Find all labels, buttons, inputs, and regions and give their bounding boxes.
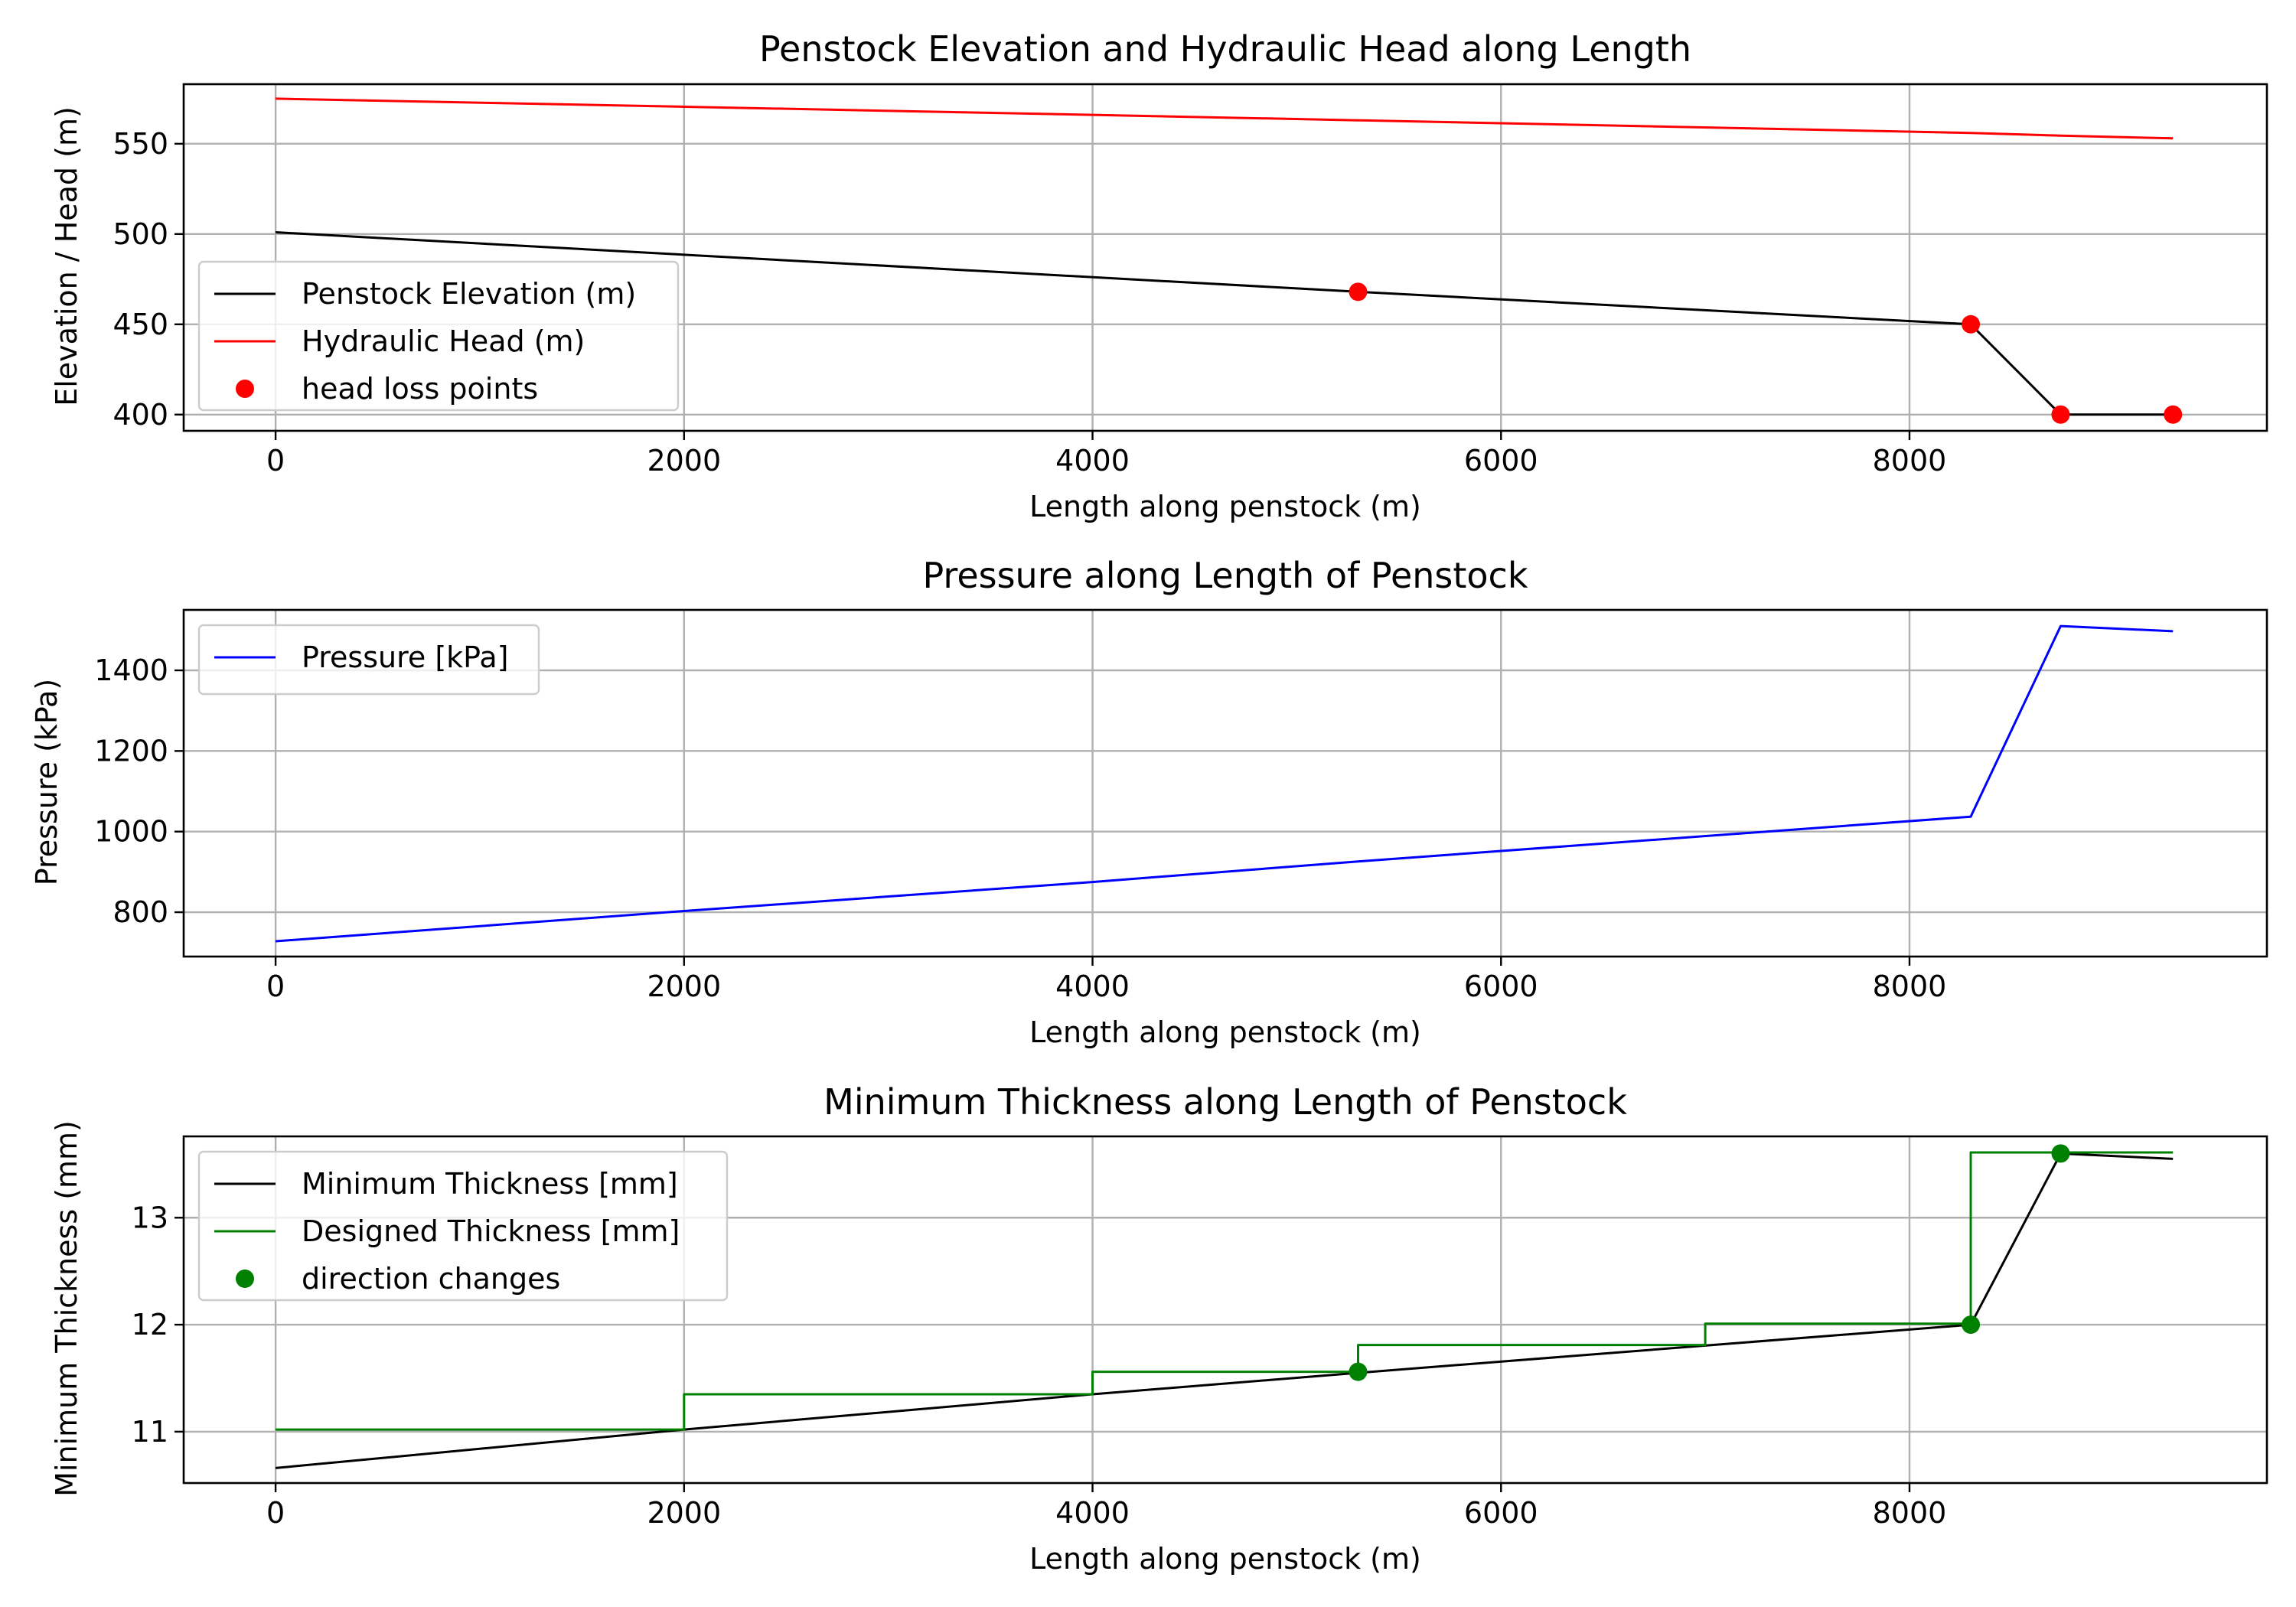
- head-loss-points-marker: [2164, 405, 2183, 424]
- legend-label: head loss points: [302, 372, 538, 406]
- legend-label: Penstock Elevation (m): [302, 277, 636, 311]
- head-loss-points-marker: [2051, 405, 2070, 424]
- direction-changes-marker: [2051, 1144, 2070, 1163]
- legend: Penstock Elevation (m) Hydraulic Head (m)…: [197, 260, 680, 412]
- legend-label: Minimum Thickness [mm]: [302, 1167, 678, 1201]
- x-tick-label: 4000: [1055, 970, 1130, 1003]
- x-tick-label: 2000: [647, 970, 721, 1003]
- legend: Minimum Thickness [mm] Designed Thickness…: [197, 1150, 729, 1302]
- head-loss-points-marker: [1962, 315, 1981, 334]
- axes-frame: [182, 1135, 2268, 1485]
- x-tick-label: 6000: [1464, 1496, 1538, 1530]
- y-tick-label: 550: [113, 127, 168, 161]
- legend-label: direction changes: [302, 1262, 560, 1296]
- x-axis-label: Length along penstock (m): [1029, 1015, 1421, 1049]
- plot-area: 0 2000 4000 6000 8000 11 12 13 Minimum Thickness…: [132, 1135, 2268, 1530]
- y-tick-label: 400: [113, 398, 168, 432]
- series-layer: [275, 624, 2174, 943]
- legend: Pressure [kPa]: [197, 624, 540, 696]
- head-loss-points-marker: [1349, 282, 1368, 302]
- x-tick-label: 6000: [1464, 970, 1538, 1003]
- series-layer: [276, 97, 2183, 424]
- y-tick-label: 800: [113, 895, 168, 929]
- y-tick-label: 1400: [94, 654, 168, 687]
- y-axis-label: Minimum Thickness (mm): [50, 1120, 83, 1497]
- legend-label: Pressure [kPa]: [302, 641, 509, 674]
- x-tick-label: 0: [266, 970, 285, 1003]
- legend-box: [197, 1150, 729, 1302]
- x-tick-label: 2000: [647, 444, 721, 478]
- x-axis-label: Length along penstock (m): [1029, 490, 1421, 523]
- designed-thickness-mm-line: [276, 1151, 2174, 1431]
- x-tick-label: 0: [266, 444, 285, 478]
- legend-label: Designed Thickness [mm]: [302, 1214, 680, 1248]
- chart-title: Minimum Thickness along Length of Pensto…: [823, 1081, 1627, 1123]
- series-layer: [275, 1144, 2174, 1469]
- x-tick-label: 0: [266, 1496, 285, 1530]
- x-tick-label: 2000: [647, 1496, 721, 1530]
- y-tick-label: 450: [113, 308, 168, 341]
- x-tick-label: 8000: [1873, 444, 1947, 478]
- legend-box: [197, 624, 540, 696]
- y-axis-label: Pressure (kPa): [30, 679, 64, 886]
- plot-area: 0 2000 4000 6000 8000 400 450 500 550 Penstock El…: [113, 83, 2268, 478]
- y-tick-label: 11: [132, 1415, 168, 1449]
- y-axis-label: Elevation / Head (m): [50, 106, 83, 406]
- axes-frame: [182, 608, 2268, 958]
- y-tick-label: 13: [132, 1201, 168, 1234]
- x-axis-label: Length along penstock (m): [1029, 1542, 1421, 1576]
- legend-swatch-head-loss-points: [236, 380, 254, 398]
- y-tick-label: 1200: [94, 734, 168, 768]
- x-tick-label: 8000: [1873, 1496, 1947, 1530]
- axes-frame: [182, 83, 2268, 432]
- subplot-elevation-head: Penstock Elevation and Hydraulic Head al…: [50, 28, 2268, 523]
- y-tick-label: 500: [113, 217, 168, 251]
- legend-label: Hydraulic Head (m): [302, 324, 585, 358]
- hydraulic-head-m-line: [276, 97, 2174, 140]
- direction-changes-marker: [1962, 1315, 1981, 1335]
- x-tick-label: 4000: [1055, 1496, 1130, 1530]
- subplot-pressure: Pressure along Length of Penstock 0 2000 4…: [30, 555, 2268, 1049]
- plot-area: 0 2000 4000 6000 8000 800 1000 1200 1400 Pressure…: [94, 608, 2268, 1003]
- y-tick-label: 1000: [94, 815, 168, 849]
- y-tick-label: 12: [132, 1308, 168, 1341]
- subplot-thickness: Minimum Thickness along Length of Pensto…: [50, 1081, 2268, 1576]
- legend-swatch-direction-changes: [236, 1270, 254, 1288]
- x-tick-label: 8000: [1873, 970, 1947, 1003]
- direction-changes-marker: [1349, 1362, 1368, 1381]
- chart-title: Pressure along Length of Penstock: [922, 555, 1528, 596]
- x-tick-label: 4000: [1055, 444, 1130, 478]
- x-tick-label: 6000: [1464, 444, 1538, 478]
- legend-box: [197, 260, 680, 412]
- pressure-kpa-line: [275, 624, 2174, 943]
- chart-title: Penstock Elevation and Hydraulic Head al…: [759, 28, 1691, 70]
